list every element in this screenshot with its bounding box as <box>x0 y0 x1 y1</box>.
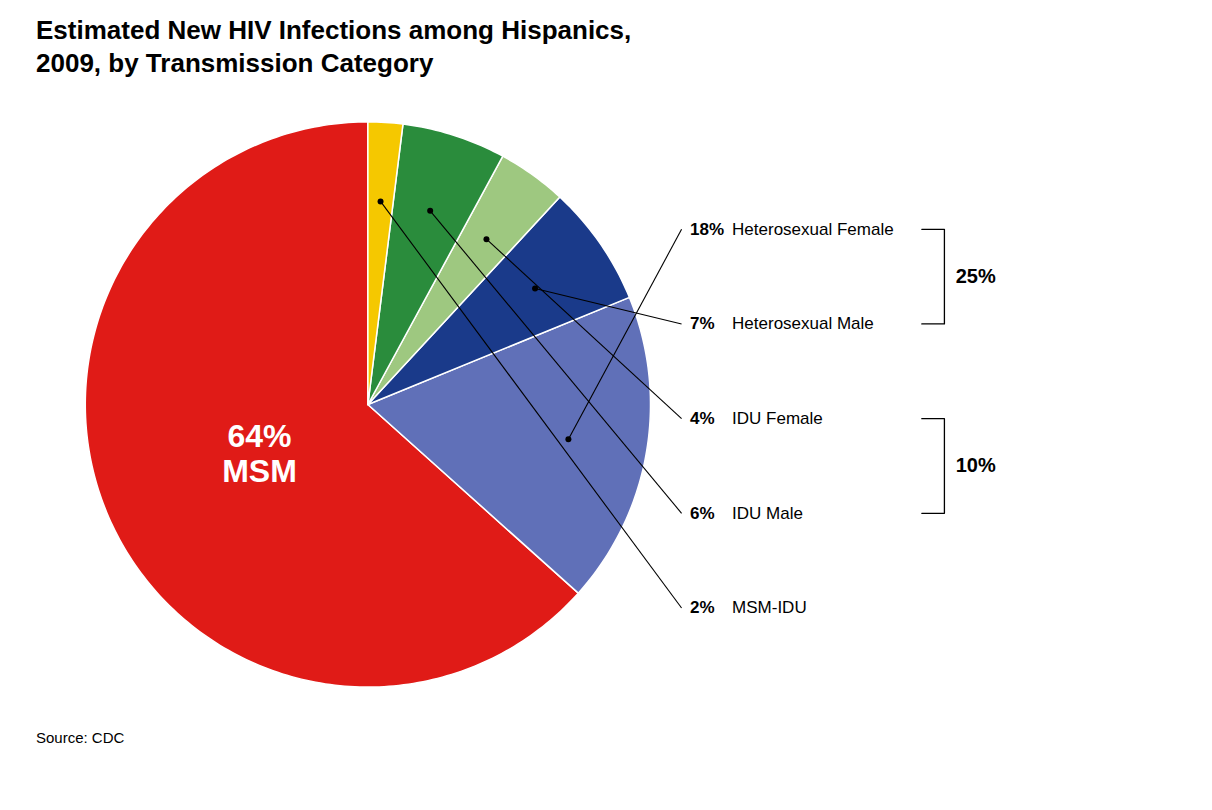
svg-text:IDU Female: IDU Female <box>732 409 823 428</box>
svg-text:IDU Male: IDU Male <box>732 504 803 523</box>
html-text:Source: CDC: Source: CDC <box>36 729 125 746</box>
svg-text:18%: 18% <box>690 220 724 239</box>
svg-text:7%: 7% <box>690 314 715 333</box>
svg-text:Heterosexual Female: Heterosexual Female <box>732 220 894 239</box>
svg-text:MSM-IDU: MSM-IDU <box>732 598 807 617</box>
html-text:Estimated New HIV Infections a: Estimated New HIV Infections among Hispa… <box>36 15 632 78</box>
svg-text:Heterosexual Male: Heterosexual Male <box>732 314 874 333</box>
svg-text:2%: 2% <box>690 598 715 617</box>
svg-text:64%MSM: 64%MSM <box>222 418 297 489</box>
svg-text:25%: 25% <box>956 265 996 287</box>
svg-text:6%: 6% <box>690 504 715 523</box>
svg-text:4%: 4% <box>690 409 715 428</box>
svg-text:10%: 10% <box>956 454 996 476</box>
